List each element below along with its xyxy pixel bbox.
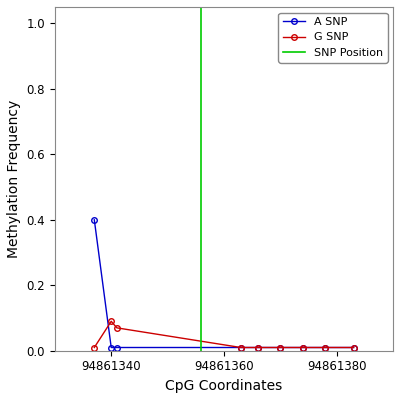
G SNP	[351, 345, 356, 350]
Line: A SNP: A SNP	[92, 217, 356, 350]
A SNP	[238, 345, 243, 350]
A SNP	[109, 345, 114, 350]
A SNP	[278, 345, 283, 350]
A SNP	[323, 345, 328, 350]
X-axis label: CpG Coordinates: CpG Coordinates	[165, 379, 282, 393]
G SNP	[109, 319, 114, 324]
G SNP	[300, 345, 305, 350]
Y-axis label: Methylation Frequency: Methylation Frequency	[7, 100, 21, 258]
A SNP	[255, 345, 260, 350]
Legend: A SNP, G SNP, SNP Position: A SNP, G SNP, SNP Position	[278, 12, 388, 62]
A SNP	[92, 217, 97, 222]
A SNP	[351, 345, 356, 350]
G SNP	[278, 345, 283, 350]
Line: G SNP: G SNP	[92, 318, 356, 350]
G SNP	[255, 345, 260, 350]
A SNP	[114, 345, 119, 350]
G SNP	[323, 345, 328, 350]
G SNP	[238, 345, 243, 350]
G SNP	[92, 345, 97, 350]
A SNP	[300, 345, 305, 350]
G SNP	[114, 326, 119, 330]
